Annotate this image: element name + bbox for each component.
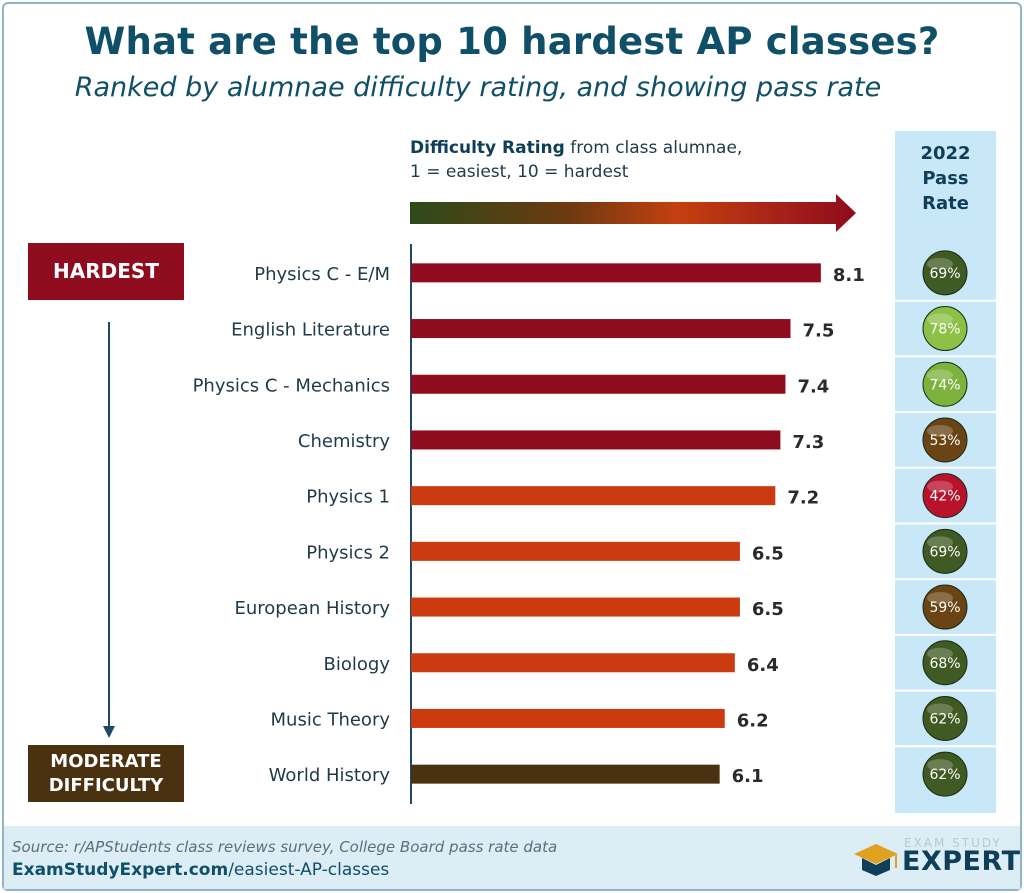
pass-rate-circle-highlight (927, 424, 953, 437)
category-label: Chemistry (298, 431, 390, 452)
pass-rate-circle-highlight (927, 536, 953, 549)
bar (411, 374, 786, 394)
bar (411, 653, 735, 673)
pass-rate-circle (922, 417, 968, 463)
bar (411, 764, 720, 784)
pass-rate-label: 42% (929, 489, 960, 505)
pass-rate-circle-highlight (927, 480, 953, 493)
legend-moderate-line1: MODERATE (50, 751, 162, 772)
value-label: 6.5 (752, 543, 784, 564)
legend-moderate-line2: DIFFICULTY (48, 775, 164, 796)
pass-rate-circle-highlight (927, 313, 953, 326)
pass-rate-header-pass: Pass (922, 168, 969, 189)
pass-rate-circle-highlight (927, 369, 953, 382)
category-label: World History (269, 765, 391, 786)
difficulty-gradient-arrow-icon (410, 194, 856, 232)
value-label: 6.5 (752, 599, 784, 620)
pass-rate-label: 74% (929, 377, 960, 393)
legend-moderate-badge: MODERATE DIFFICULTY (28, 745, 184, 802)
pass-rate-circle-highlight (927, 257, 953, 270)
bar (411, 597, 740, 617)
difficulty-label-rest: from class alumnae, (564, 138, 743, 158)
footer-source: Source: r/APStudents class reviews surve… (12, 838, 558, 856)
graduation-cap-icon (854, 844, 898, 876)
down-arrow-icon (103, 322, 115, 738)
pass-rate-label: 69% (929, 266, 960, 282)
pass-rate-circle (922, 473, 968, 519)
pass-rate-circle (922, 306, 968, 352)
category-label: Physics 2 (306, 542, 390, 563)
logo-main-text: EXPERT (902, 846, 1021, 877)
difficulty-label-bold: Difficulty Rating (410, 138, 565, 158)
pass-rate-circle (922, 250, 968, 296)
pass-rate-circle (922, 528, 968, 574)
value-label: 7.2 (787, 488, 819, 509)
pass-rate-label: 69% (929, 544, 960, 560)
chart-axis-line (410, 244, 412, 804)
legend-hardest-badge: HARDEST (28, 243, 184, 300)
footer-band (4, 826, 1020, 889)
chart-title: What are the top 10 hardest AP classes? (84, 20, 940, 63)
bar (411, 263, 821, 283)
pass-rate-header: 2022 Pass Rate (895, 141, 996, 216)
pass-rate-header-rate: Rate (922, 193, 969, 214)
value-label: 7.3 (792, 432, 824, 453)
pass-rate-circle (922, 640, 968, 686)
category-label: Physics 1 (306, 487, 390, 508)
pass-rate-circle-highlight (927, 647, 953, 660)
category-label: Biology (324, 654, 391, 675)
pass-rate-circle-highlight (927, 759, 953, 772)
value-label: 7.5 (803, 321, 835, 342)
pass-rate-circle-highlight (927, 703, 953, 716)
footer-url[interactable]: ExamStudyExpert.com/easiest-AP-classes (12, 860, 389, 880)
value-label: 6.2 (737, 710, 769, 731)
value-label: 7.4 (797, 376, 829, 397)
pass-rate-label: 53% (929, 433, 960, 449)
bar (411, 708, 725, 728)
pass-rate-label: 78% (929, 322, 960, 338)
footer-url-domain: ExamStudyExpert.com (12, 860, 229, 880)
category-label: Physics C - E/M (254, 264, 390, 285)
pass-rate-header-year: 2022 (920, 143, 971, 164)
pass-rate-circle (922, 361, 968, 407)
category-label: Music Theory (271, 709, 391, 730)
pass-rate-label: 68% (929, 656, 960, 672)
pass-rate-label: 62% (929, 767, 960, 783)
value-label: 6.4 (747, 655, 779, 676)
pass-rate-label: 59% (929, 600, 960, 616)
logo-top-text: EXAM STUDY (904, 836, 1002, 850)
bar (411, 541, 740, 561)
pass-rate-circle-highlight (927, 592, 953, 605)
category-label: European History (235, 598, 391, 619)
difficulty-axis-label: Difficulty Rating from class alumnae, 1 … (410, 136, 850, 184)
value-label: 8.1 (833, 265, 865, 286)
chart-subtitle: Ranked by alumnae difficulty rating, and… (74, 72, 882, 103)
pass-rate-circle (922, 584, 968, 630)
category-label: English Literature (231, 320, 390, 341)
pass-rate-label: 62% (929, 711, 960, 727)
value-label: 6.1 (732, 766, 764, 787)
bar (411, 486, 776, 506)
brand-logo: EXAM STUDY EXPERT (852, 834, 1020, 886)
bar (411, 430, 781, 450)
pass-rate-circle (922, 751, 968, 797)
pass-rate-circle (922, 695, 968, 741)
bar (411, 319, 791, 339)
category-label: Physics C - Mechanics (193, 375, 390, 396)
difficulty-label-scale: 1 = easiest, 10 = hardest (410, 162, 629, 182)
footer-url-path: /easiest-AP-classes (228, 860, 390, 880)
